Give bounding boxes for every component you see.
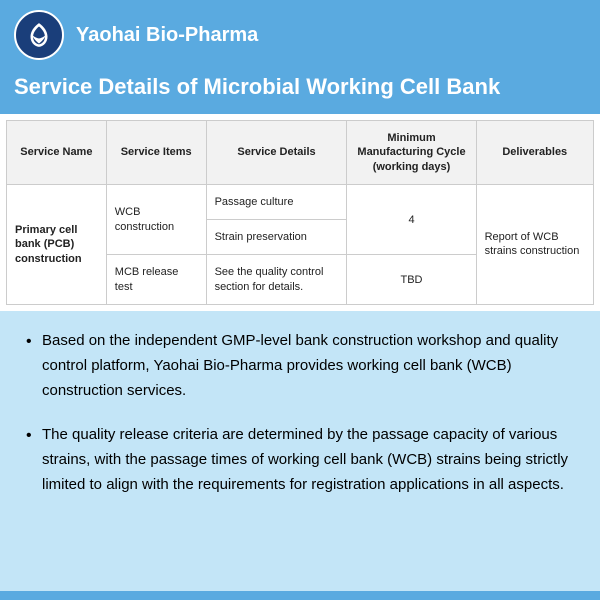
table-row: Primary cell bank (PCB) construction WCB… xyxy=(7,184,594,219)
list-item: The quality release criteria are determi… xyxy=(22,423,578,497)
col-deliverables: Deliverables xyxy=(476,121,593,185)
cell-deliverable: Report of WCB strains construction xyxy=(476,184,593,304)
cell-cycle1: 4 xyxy=(347,184,476,255)
service-table: Service Name Service Items Service Detai… xyxy=(6,120,594,305)
cell-service-name: Primary cell bank (PCB) construction xyxy=(7,184,107,304)
col-service-details: Service Details xyxy=(206,121,347,185)
company-name: Yaohai Bio-Pharma xyxy=(76,24,258,47)
cell-cycle2: TBD xyxy=(347,255,476,305)
service-table-container: Service Name Service Items Service Detai… xyxy=(0,114,600,311)
list-item: Based on the independent GMP-level bank … xyxy=(22,329,578,403)
col-service-name: Service Name xyxy=(7,121,107,185)
cell-detail2: See the quality control section for deta… xyxy=(206,255,347,305)
cell-detail1a: Passage culture xyxy=(206,184,347,219)
header: Yaohai Bio-Pharma xyxy=(0,0,600,66)
col-service-items: Service Items xyxy=(106,121,206,185)
logo-icon xyxy=(14,10,64,60)
cell-item2: MCB release test xyxy=(106,255,206,305)
notes-section: Based on the independent GMP-level bank … xyxy=(0,311,600,591)
table-header-row: Service Name Service Items Service Detai… xyxy=(7,121,594,185)
col-cycle: Minimum Manufacturing Cycle (working day… xyxy=(347,121,476,185)
cell-item1: WCB construction xyxy=(106,184,206,255)
cell-detail1b: Strain preservation xyxy=(206,220,347,255)
page-title: Service Details of Microbial Working Cel… xyxy=(0,66,600,114)
notes-list: Based on the independent GMP-level bank … xyxy=(22,329,578,498)
